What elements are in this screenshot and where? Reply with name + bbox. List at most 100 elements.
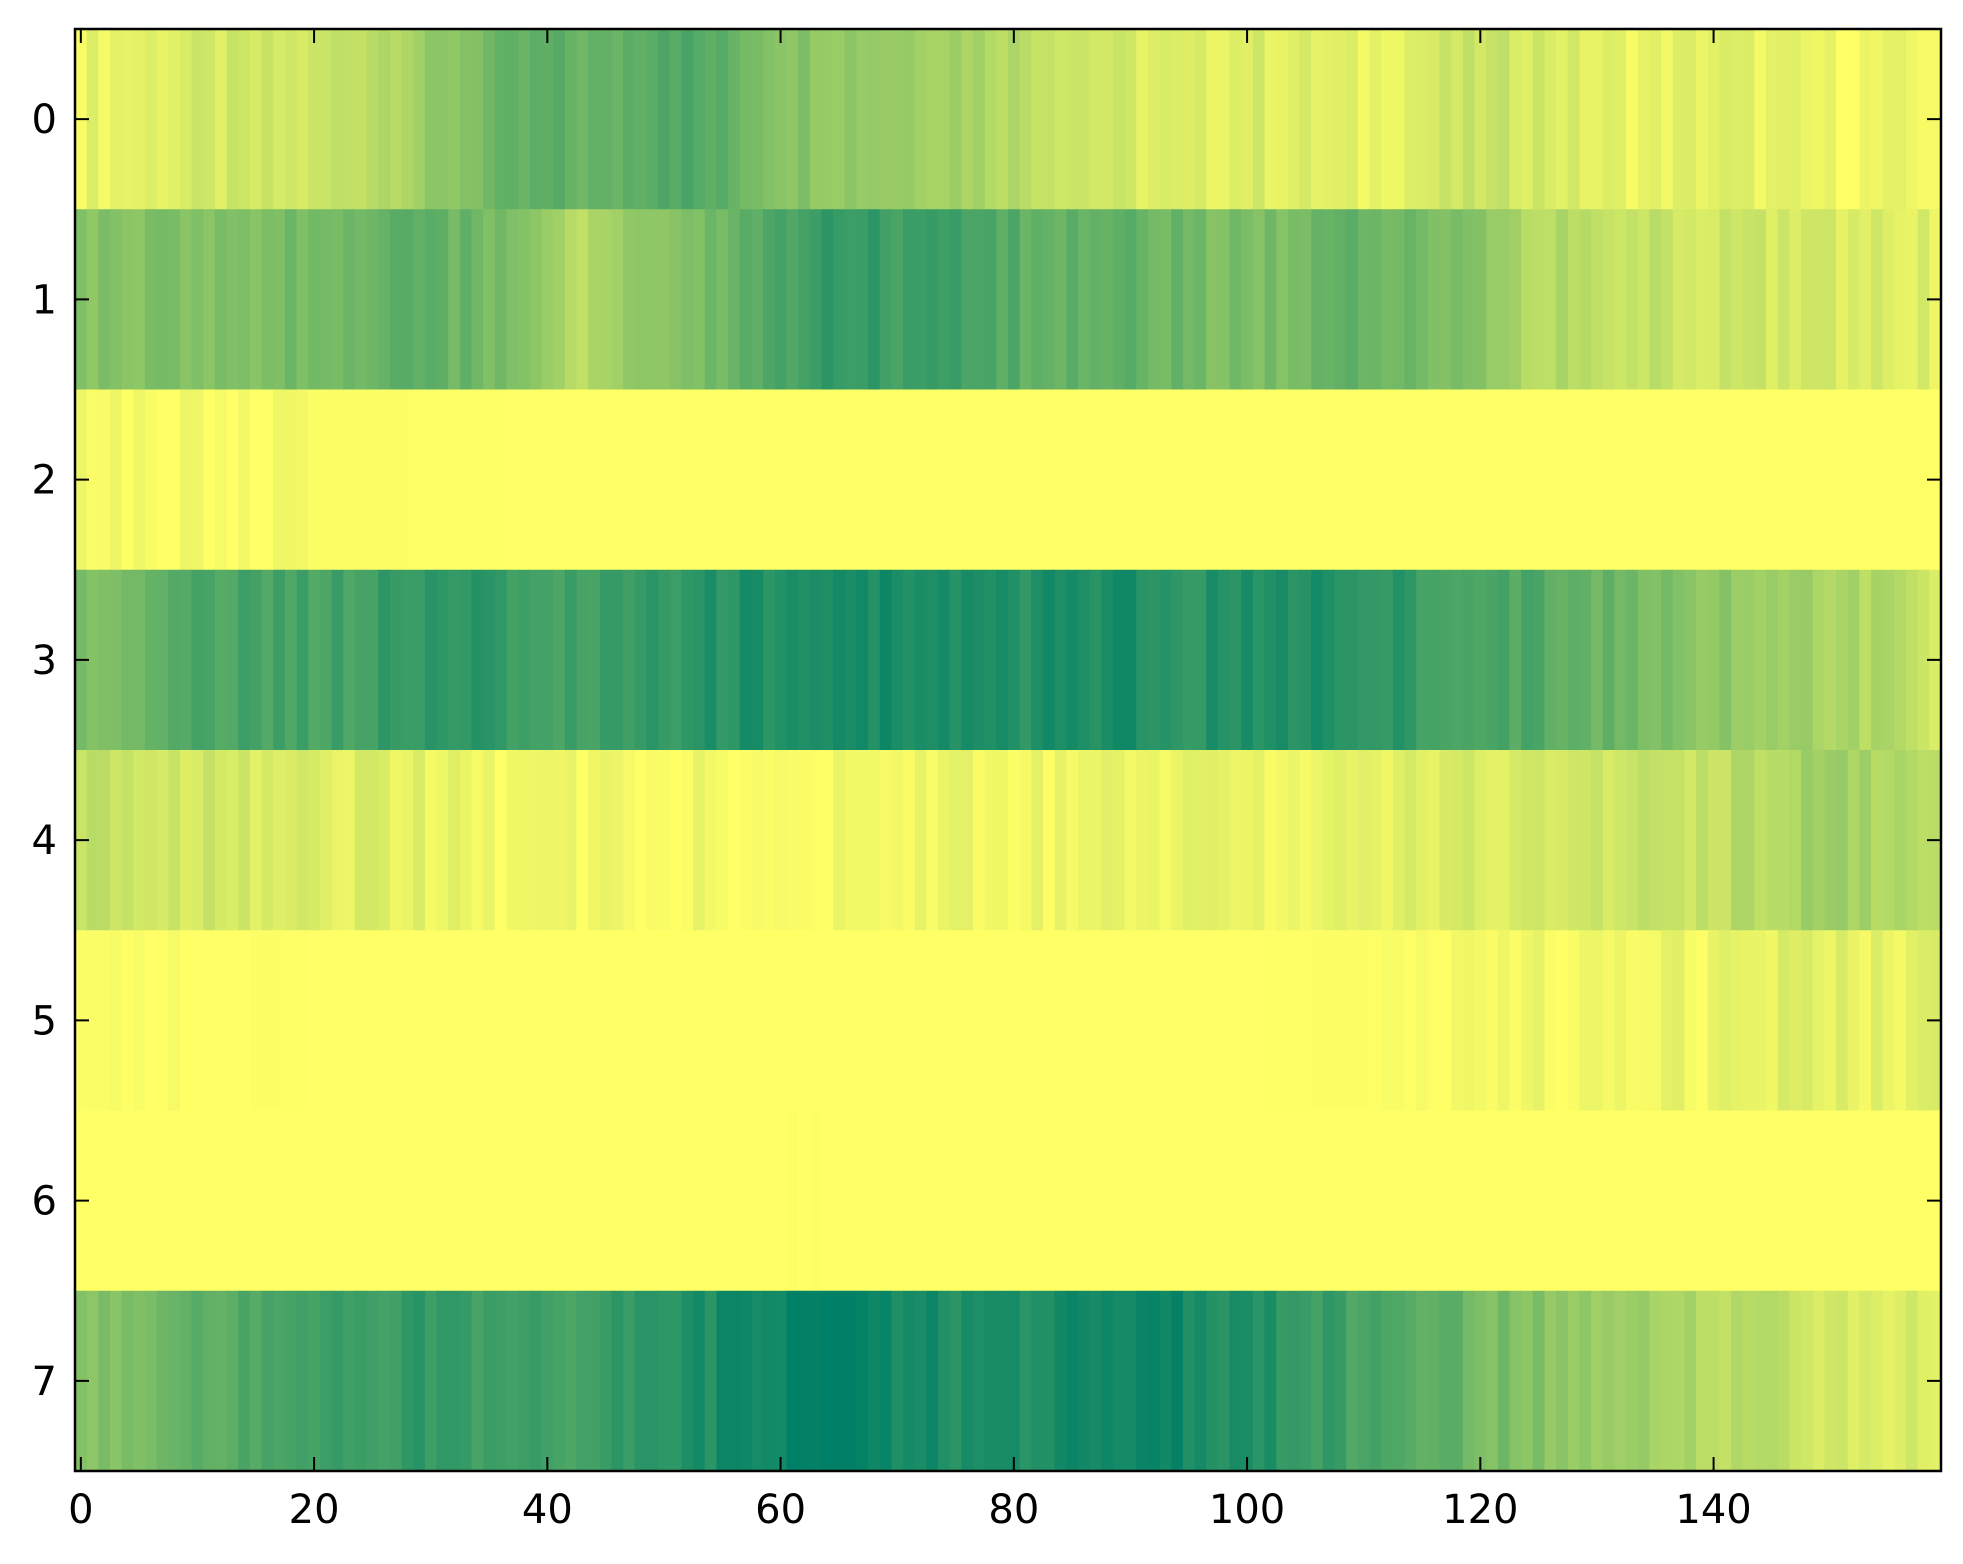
heatmap-cell <box>879 930 892 1112</box>
heatmap-cell <box>1672 1110 1686 1292</box>
heatmap-cell <box>646 750 659 931</box>
heatmap-cell <box>576 1290 589 1472</box>
heatmap-cell <box>1229 209 1242 391</box>
heatmap-cell <box>389 29 403 210</box>
heatmap-cell <box>1556 569 1569 751</box>
heatmap-cell <box>366 389 379 571</box>
heatmap-cell <box>1894 1290 1907 1472</box>
heatmap-cell <box>343 750 356 931</box>
heatmap-cell <box>1136 209 1149 391</box>
heatmap-cell <box>1159 209 1172 391</box>
heatmap-cell <box>1824 1290 1837 1472</box>
heatmap-cell <box>1567 1110 1581 1292</box>
heatmap-cell <box>1416 29 1429 210</box>
heatmap-cell <box>261 389 274 571</box>
heatmap-cell <box>1614 209 1627 391</box>
heatmap-cell <box>191 389 204 571</box>
heatmap-cell <box>809 750 822 931</box>
heatmap-cell <box>86 389 99 571</box>
heatmap-cell <box>191 1290 204 1472</box>
heatmap-cell <box>926 1110 939 1292</box>
heatmap-cell <box>1789 750 1802 931</box>
heatmap-cell <box>1579 930 1592 1112</box>
heatmap-cell <box>564 1110 578 1292</box>
heatmap-cell <box>1252 930 1266 1112</box>
heatmap-cell <box>1124 1110 1137 1292</box>
heatmap-cell <box>238 930 251 1112</box>
heatmap-cell <box>1637 209 1651 391</box>
heatmap-cell <box>634 1110 648 1292</box>
heatmap-cell <box>424 1110 438 1292</box>
heatmap-cell <box>1719 29 1732 210</box>
heatmap-cell <box>1357 750 1371 931</box>
heatmap-cell <box>389 1110 403 1292</box>
heatmap-cell <box>1777 389 1790 571</box>
heatmap-cell <box>949 209 962 391</box>
heatmap-cell <box>1159 750 1172 931</box>
heatmap-cell <box>798 930 811 1112</box>
heatmap-cell <box>1766 1110 1779 1292</box>
heatmap-cell <box>1719 750 1732 931</box>
heatmap-cell <box>1801 1290 1814 1472</box>
heatmap-cell <box>681 569 694 751</box>
heatmap-cell <box>868 1110 881 1292</box>
heatmap-cell <box>611 1290 624 1472</box>
heatmap-cell <box>1229 1110 1242 1292</box>
heatmap-cell <box>1252 209 1266 391</box>
heatmap-cell <box>646 209 659 391</box>
heatmap-cell <box>1311 29 1324 210</box>
heatmap-cell <box>798 750 811 931</box>
heatmap-cell <box>1077 750 1091 931</box>
heatmap-cell <box>273 1110 286 1292</box>
heatmap-cell <box>1521 209 1534 391</box>
heatmap-cell <box>1229 750 1242 931</box>
heatmap-cell <box>576 930 589 1112</box>
heatmap-cell <box>1602 1110 1616 1292</box>
heatmap-cell <box>529 569 543 751</box>
heatmap-cell <box>1089 209 1102 391</box>
plot-frame <box>73 27 1943 1473</box>
heatmap-cell <box>529 389 543 571</box>
heatmap-cell <box>459 1110 473 1292</box>
heatmap-cell <box>716 1290 729 1472</box>
heatmap-cell <box>588 389 601 571</box>
heatmap-cell <box>331 29 344 210</box>
heatmap-cell <box>1008 1110 1021 1292</box>
heatmap-cell <box>611 389 624 571</box>
heatmap-cell <box>214 389 228 571</box>
heatmap-cell <box>914 1290 927 1472</box>
heatmap-cell <box>518 930 531 1112</box>
heatmap-cell <box>541 1290 554 1472</box>
heatmap-cell <box>1544 389 1557 571</box>
heatmap-cell <box>1054 569 1067 751</box>
x-tick-label: 80 <box>988 1487 1039 1533</box>
heatmap-cell <box>1556 209 1569 391</box>
heatmap-cell <box>1404 569 1417 751</box>
heatmap-cell <box>1707 209 1721 391</box>
heatmap-cell <box>1637 750 1651 931</box>
heatmap-cell <box>1252 1290 1266 1472</box>
heatmap-cell <box>1731 930 1744 1112</box>
heatmap-cell <box>1229 569 1242 751</box>
heatmap-cell <box>1637 1110 1651 1292</box>
heatmap-cell <box>483 750 496 931</box>
heatmap-cell <box>599 389 613 571</box>
heatmap-cell <box>1159 1110 1172 1292</box>
heatmap-cell <box>786 750 799 931</box>
heatmap-cell <box>1754 29 1767 210</box>
heatmap-cell <box>121 930 134 1112</box>
heatmap-cell <box>1824 389 1837 571</box>
heatmap-cell <box>1532 389 1546 571</box>
heatmap-cell <box>1124 1290 1137 1472</box>
heatmap-cell <box>529 930 543 1112</box>
heatmap-cell <box>1614 750 1627 931</box>
heatmap-cell <box>378 389 391 571</box>
heatmap-cell <box>1532 930 1546 1112</box>
heatmap-cell <box>98 569 111 751</box>
heatmap-cell <box>844 750 857 931</box>
heatmap-cell <box>1252 569 1266 751</box>
heatmap-cell <box>1614 29 1627 210</box>
heatmap-cell <box>798 1290 811 1472</box>
heatmap-cell <box>553 389 566 571</box>
heatmap-cell <box>833 209 846 391</box>
